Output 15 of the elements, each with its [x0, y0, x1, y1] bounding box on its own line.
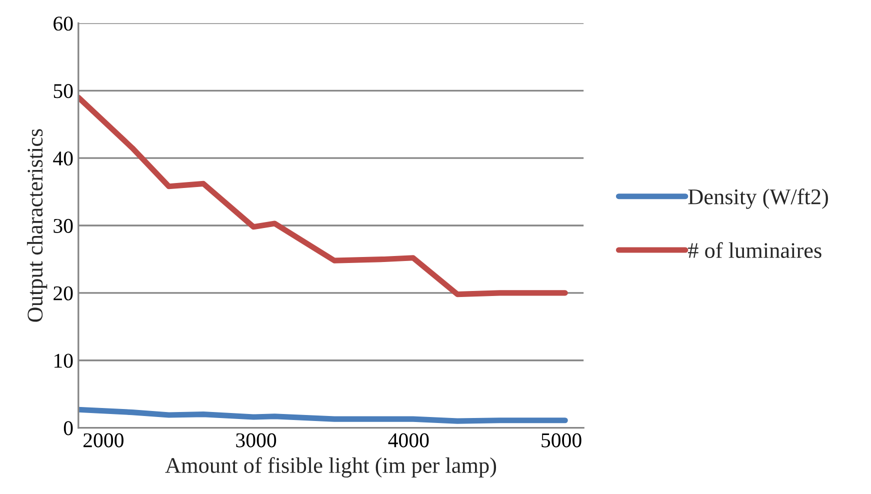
y-tick-label: 60 [54, 16, 73, 31]
y-axis-title: Output characteristics [26, 129, 48, 322]
x-tick-label: 3000 [236, 433, 276, 448]
x-tick-label: 5000 [542, 433, 582, 448]
y-tick-label: 10 [54, 354, 73, 368]
y-tick-label: 20 [54, 286, 73, 300]
x-tick-label: 4000 [388, 433, 429, 448]
y-tick-label: 40 [53, 151, 73, 166]
legend-label: # of luminaires [688, 242, 822, 258]
y-tick-label: 50 [54, 84, 73, 98]
x-axis-title: Amount of fisible light (im per lamp) [165, 457, 496, 478]
y-tick-label: 0 [64, 421, 73, 436]
y-tick-label: 30 [54, 218, 73, 233]
x-tick-label: 2000 [84, 433, 124, 448]
legend-label: Density (W/ft2) [688, 188, 828, 209]
